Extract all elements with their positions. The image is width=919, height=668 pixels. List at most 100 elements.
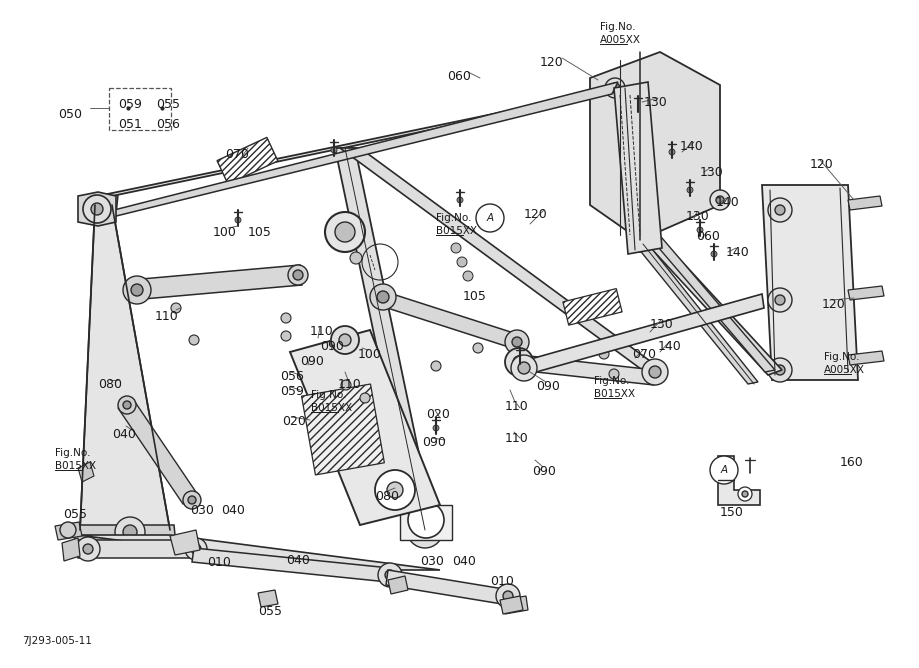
Text: 040: 040 xyxy=(221,504,244,517)
Circle shape xyxy=(369,284,395,310)
Circle shape xyxy=(697,227,702,233)
Circle shape xyxy=(513,356,525,368)
Polygon shape xyxy=(78,192,116,226)
Polygon shape xyxy=(386,570,509,605)
Circle shape xyxy=(609,83,619,93)
Circle shape xyxy=(118,396,136,414)
Circle shape xyxy=(512,337,521,347)
Polygon shape xyxy=(519,294,763,376)
Text: 110: 110 xyxy=(505,432,528,445)
Circle shape xyxy=(634,235,644,245)
Text: 055: 055 xyxy=(156,98,180,111)
Polygon shape xyxy=(289,330,439,525)
Circle shape xyxy=(91,203,103,215)
Circle shape xyxy=(123,401,130,409)
Circle shape xyxy=(115,517,145,547)
Circle shape xyxy=(183,491,200,509)
Text: 010: 010 xyxy=(207,556,231,569)
Bar xyxy=(108,88,171,130)
Circle shape xyxy=(510,355,537,381)
Polygon shape xyxy=(517,355,654,385)
Circle shape xyxy=(737,487,751,501)
Circle shape xyxy=(280,331,290,341)
Circle shape xyxy=(774,365,784,375)
Text: 140: 140 xyxy=(725,246,749,259)
Text: 070: 070 xyxy=(631,348,655,361)
Text: 150: 150 xyxy=(720,506,743,519)
Text: 120: 120 xyxy=(539,56,563,69)
Text: 130: 130 xyxy=(643,96,667,109)
Text: 130: 130 xyxy=(699,166,723,179)
Polygon shape xyxy=(637,244,757,384)
Text: 080: 080 xyxy=(98,378,122,391)
Circle shape xyxy=(377,291,389,303)
Polygon shape xyxy=(85,195,118,220)
Polygon shape xyxy=(257,590,278,607)
Text: 056: 056 xyxy=(156,118,180,131)
Circle shape xyxy=(387,482,403,498)
Polygon shape xyxy=(847,196,881,210)
Circle shape xyxy=(505,330,528,354)
Circle shape xyxy=(130,284,142,296)
Circle shape xyxy=(715,196,723,204)
Circle shape xyxy=(505,348,532,376)
Text: Fig.No.: Fig.No. xyxy=(594,376,629,386)
Circle shape xyxy=(292,270,302,280)
Circle shape xyxy=(605,78,624,98)
Text: 100: 100 xyxy=(357,348,381,361)
Circle shape xyxy=(407,502,444,538)
Circle shape xyxy=(433,425,438,431)
Circle shape xyxy=(641,359,667,385)
Text: 130: 130 xyxy=(650,318,673,331)
Circle shape xyxy=(331,147,336,153)
Text: 020: 020 xyxy=(425,408,449,421)
Circle shape xyxy=(774,205,784,215)
Text: 010: 010 xyxy=(490,575,514,588)
Polygon shape xyxy=(74,525,176,545)
Text: A: A xyxy=(720,465,727,475)
Text: 110: 110 xyxy=(337,378,361,391)
Polygon shape xyxy=(613,82,662,254)
Text: 080: 080 xyxy=(375,490,399,503)
Text: 040: 040 xyxy=(451,555,475,568)
Circle shape xyxy=(76,537,100,561)
Polygon shape xyxy=(80,205,170,530)
Circle shape xyxy=(187,496,196,504)
Circle shape xyxy=(123,525,137,539)
Polygon shape xyxy=(503,596,528,614)
Text: 060: 060 xyxy=(447,70,471,83)
Circle shape xyxy=(767,288,791,312)
Text: 110: 110 xyxy=(505,400,528,413)
Text: B015XX: B015XX xyxy=(55,461,96,471)
Text: 140: 140 xyxy=(657,340,681,353)
Circle shape xyxy=(280,313,290,323)
Polygon shape xyxy=(62,538,80,561)
Text: B015XX: B015XX xyxy=(436,226,477,236)
Circle shape xyxy=(598,349,608,359)
Circle shape xyxy=(709,456,737,484)
Text: 030: 030 xyxy=(190,504,213,517)
Text: Fig.No.: Fig.No. xyxy=(436,213,471,223)
Circle shape xyxy=(378,563,402,587)
Text: 051: 051 xyxy=(118,118,142,131)
Text: 130: 130 xyxy=(686,210,709,223)
Circle shape xyxy=(462,271,472,281)
Circle shape xyxy=(359,393,369,403)
Circle shape xyxy=(234,217,241,223)
Bar xyxy=(562,289,621,325)
Text: 030: 030 xyxy=(420,555,443,568)
Circle shape xyxy=(503,591,513,601)
Circle shape xyxy=(406,512,443,548)
Circle shape xyxy=(668,149,675,155)
Text: 040: 040 xyxy=(112,428,136,441)
Polygon shape xyxy=(55,522,82,540)
Circle shape xyxy=(83,544,93,554)
Circle shape xyxy=(349,252,361,264)
Text: 050: 050 xyxy=(58,108,82,121)
Polygon shape xyxy=(78,535,439,570)
Polygon shape xyxy=(847,286,883,300)
Circle shape xyxy=(171,303,181,313)
Text: 105: 105 xyxy=(462,290,486,303)
Text: 120: 120 xyxy=(821,298,845,311)
Text: 059: 059 xyxy=(279,385,303,398)
